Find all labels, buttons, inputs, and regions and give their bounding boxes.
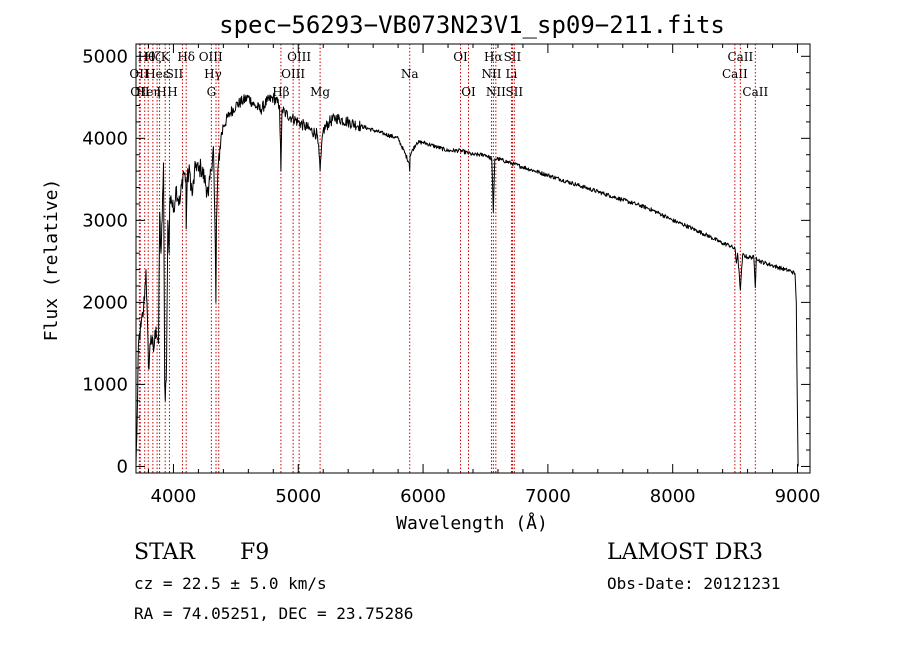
marker-label-9: SII [166, 67, 184, 81]
x-tick-label-1: 5000 [275, 486, 321, 507]
marker-label-5: Heε [145, 67, 169, 81]
marker-label-3: Heη [136, 85, 161, 99]
marker-label-12: Hγ [204, 67, 222, 81]
x-tick-label-4: 8000 [650, 486, 696, 507]
y-axis-ticks: 0 1000 2000 3000 4000 5000 [82, 46, 810, 477]
marker-label-7: K [161, 50, 171, 64]
marker-label-21: NII [481, 67, 501, 81]
marker-label-8: H [167, 85, 177, 99]
redshift-value: cz = 22.5 ± 5.0 km/s [134, 574, 327, 593]
x-tick-label-2: 6000 [400, 486, 446, 507]
marker-label-28: CaII [727, 50, 753, 64]
x-axis-label: Wavelength (Å) [396, 512, 548, 534]
marker-label-16: OIII [287, 50, 311, 64]
marker-label-27: CaII [722, 67, 748, 81]
marker-label-4: Hζ [144, 50, 161, 64]
y-tick-label-4: 4000 [82, 128, 128, 149]
object-class: STAR [134, 540, 196, 565]
x-axis-ticks: 4000 5000 6000 7000 8000 9000 [147, 44, 821, 507]
marker-label-11: G [207, 85, 217, 99]
marker-label-19: OI [453, 50, 468, 64]
survey-name: LAMOST DR3 [607, 540, 763, 565]
y-tick-label-3: 3000 [82, 210, 128, 231]
coordinates: RA = 74.05251, DEC = 23.75286 [134, 604, 413, 623]
obs-date: Obs-Date: 20121231 [607, 574, 780, 593]
marker-label-15: OIII [281, 67, 305, 81]
series-line-flux [135, 92, 799, 467]
y-tick-label-5: 5000 [82, 46, 128, 67]
marker-label-20: OI [461, 85, 476, 99]
marker-label-22: Hα [484, 50, 503, 64]
marker-label-23: NII [486, 85, 506, 99]
plot-frame [135, 43, 811, 474]
marker-label-17: Mg [310, 85, 330, 99]
line-markers: OIIOIIHθHeηHζHeεHKHSIIHδGHγOIIIHβOIIIOII… [129, 44, 768, 473]
y-tick-label-1: 1000 [82, 374, 128, 395]
marker-label-18: Na [401, 67, 419, 81]
y-tick-label-0: 0 [117, 456, 128, 477]
x-tick-label-5: 9000 [775, 486, 821, 507]
marker-label-26: SII [505, 85, 523, 99]
x-tick-label-0: 4000 [151, 486, 197, 507]
x-tick-label-3: 7000 [525, 486, 571, 507]
marker-label-29: CaII [742, 85, 768, 99]
marker-label-25: SII [504, 50, 522, 64]
marker-label-2: Hθ [138, 50, 156, 64]
marker-label-10: Hδ [177, 50, 195, 64]
marker-label-6: H [156, 85, 166, 99]
marker-label-0: OII [129, 67, 149, 81]
y-axis-label: Flux (relative) [41, 179, 62, 342]
spectrum-series [135, 92, 799, 467]
marker-label-14: Hβ [272, 85, 289, 99]
marker-label-1: OII [130, 85, 150, 99]
y-tick-label-2: 2000 [82, 292, 128, 313]
marker-label-24: Li [506, 67, 518, 81]
chart-title: spec−56293−VB073N23V1_sp09−211.fits [219, 11, 725, 39]
object-subclass: F9 [240, 540, 269, 565]
marker-label-13: OIII [199, 50, 223, 64]
